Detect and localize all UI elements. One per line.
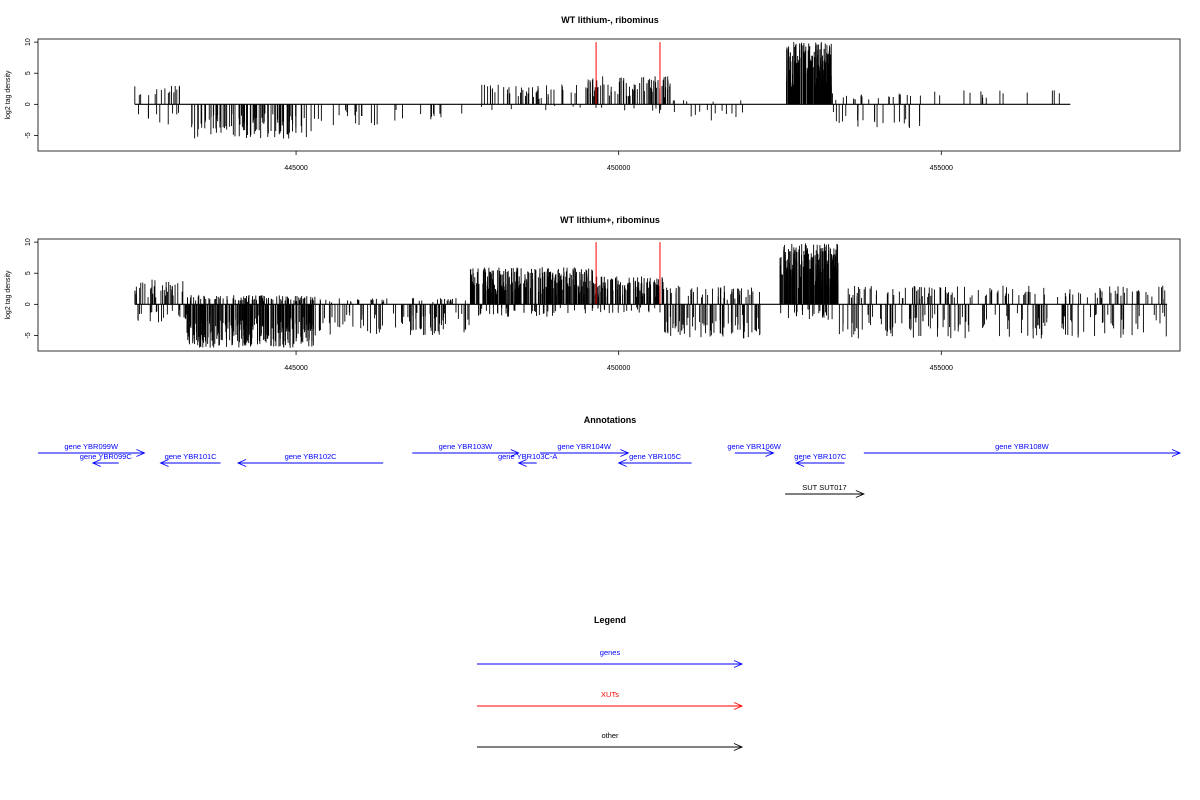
y-tick-label: -5 [25,132,32,138]
legend-items: genes XUTs other [477,648,744,751]
x-tick-label: 450000 [607,165,630,172]
y-tick-label: 0 [25,302,32,306]
x-tick-label: 450000 [607,365,630,372]
feature-label: gene YBR102C [285,452,338,461]
y-tick-label: 5 [25,71,32,75]
y-tick-label: -5 [25,332,32,338]
y-tick-label: 10 [25,238,32,246]
track-title: WT lithium-, ribominus [561,15,659,25]
xut-markers [595,242,661,305]
track-title: WT lithium+, ribominus [560,215,660,225]
feature-arrow: gene YBR102C [236,452,384,467]
feature-arrow: gene YBR106W [727,442,782,457]
plot-frame [37,238,1181,352]
signal-bars [134,243,1167,348]
x-tick-label: 445000 [284,165,307,172]
plot-frame [37,38,1181,152]
legend-arrow: XUTs [477,690,744,710]
feature-arrow: gene YBR108W [863,442,1182,457]
x-tick-label: 455000 [930,165,953,172]
annotations-title: Annotations [584,415,637,425]
feature-label: SUT SUT017 [802,483,846,492]
feature-label: gene YBR099W [64,442,119,451]
track-panel-lithium-minus: WT lithium-, ribominus log2 tag density … [5,15,1181,172]
feature-arrow: gene YBR104W [539,442,630,457]
feature-label: gene YBR103W [439,442,494,451]
feature-arrow: gene YBR103C-A [498,452,557,467]
feature-arrow: gene YBR103W [412,442,520,457]
track-panel-lithium-plus: WT lithium+, ribominus log2 tag density … [5,215,1181,372]
y-axis: 10 5 0 -5 [25,238,38,339]
y-axis-label: log2 tag density [5,70,12,120]
feature-label: gene YBR103C-A [498,452,557,461]
legend-arrow: genes [477,648,744,668]
legend-label: genes [600,648,621,657]
feature-label: gene YBR099C [80,452,133,461]
feature-label: gene YBR104W [557,442,612,451]
legend-label: XUTs [601,690,619,699]
legend-panel: Legend genes XUTs other [477,615,744,751]
feature-arrow: gene YBR099W [38,442,146,457]
signal-bars [134,42,1060,139]
feature-label: gene YBR107C [794,452,847,461]
feature-label: gene YBR108W [995,442,1050,451]
x-axis: 445000 450000 455000 [284,351,953,372]
y-axis-label: log2 tag density [5,270,12,320]
xut-markers [595,42,661,105]
feature-arrow: gene YBR099C [80,452,133,467]
x-tick-label: 445000 [284,365,307,372]
y-tick-label: 5 [25,271,32,275]
legend-title: Legend [594,615,626,625]
feature-arrow: gene YBR101C [159,452,221,467]
x-tick-label: 455000 [930,365,953,372]
feature-arrow: gene YBR105C [617,452,692,467]
feature-label: gene YBR105C [629,452,682,461]
feature-arrow: gene YBR107C [794,452,847,467]
feature-arrow: SUT SUT017 [785,483,865,498]
feature-label: gene YBR106W [727,442,782,451]
legend-label: other [601,731,619,740]
y-tick-label: 0 [25,102,32,106]
feature-label: gene YBR101C [165,452,218,461]
legend-arrow: other [477,731,744,751]
y-axis: 10 5 0 -5 [25,38,38,139]
x-axis: 445000 450000 455000 [284,151,953,172]
y-tick-label: 10 [25,38,32,46]
